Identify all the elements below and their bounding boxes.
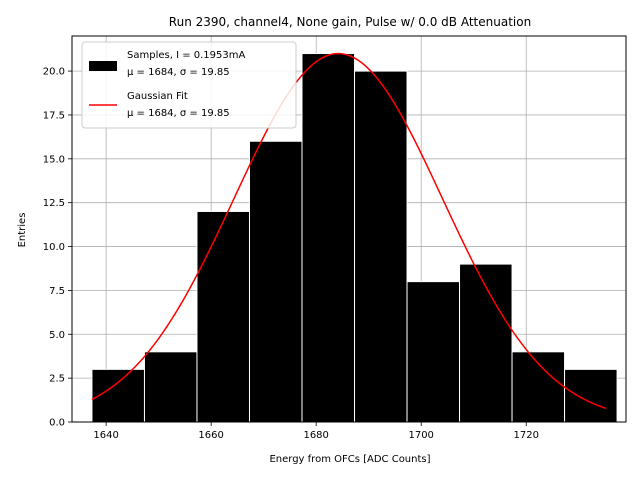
y-tick-label: 10.0 (43, 242, 65, 253)
y-tick-label: 17.5 (43, 110, 65, 121)
histogram-bar (564, 368, 618, 423)
y-tick-label: 2.5 (49, 374, 65, 385)
legend-fit-stats: μ = 1684, σ = 19.85 (127, 108, 230, 119)
legend-samples-stats: μ = 1684, σ = 19.85 (127, 67, 230, 78)
legend-fit-label: Gaussian Fit (127, 91, 188, 102)
plot-frame (71, 35, 627, 423)
y-axis-label: Entries (17, 213, 28, 248)
histogram-bar (354, 70, 408, 423)
histogram-bar (511, 351, 566, 423)
x-tick-label: 1660 (198, 430, 223, 441)
x-tick-label: 1680 (303, 430, 328, 441)
histogram-bar (301, 53, 356, 423)
chart-title: Run 2390, channel4, None gain, Pulse w/ … (169, 15, 531, 29)
y-tick-label: 7.5 (49, 286, 65, 297)
y-tick-label: 12.5 (43, 198, 65, 209)
x-axis-label: Energy from OFCs [ADC Counts] (269, 454, 430, 465)
histogram-bar (406, 281, 461, 423)
y-axis-ticks: 0.0 2.5 5.0 7.5 10.0 12.5 15.0 17.5 20.0 (43, 67, 72, 429)
x-tick-label: 1700 (408, 430, 433, 441)
histogram-bars (91, 53, 618, 423)
legend-frame (81, 41, 297, 129)
legend-samples-swatch (89, 61, 117, 71)
gaussian-fit-curve (91, 52, 607, 410)
legend: Samples, I = 0.1953mA μ = 1684, σ = 19.8… (81, 41, 297, 129)
y-tick-label: 20.0 (43, 67, 65, 78)
x-axis-ticks: 1640 1660 1680 1700 1720 (93, 422, 539, 441)
y-tick-label: 15.0 (43, 154, 65, 165)
histogram-bar (248, 140, 303, 423)
legend-samples-label: Samples, I = 0.1953mA (127, 50, 245, 61)
histogram-bar (459, 263, 513, 423)
x-tick-label: 1720 (514, 430, 539, 441)
histogram-bar (143, 351, 198, 423)
histogram-bar (196, 210, 250, 423)
x-tick-label: 1640 (93, 430, 118, 441)
y-tick-label: 5.0 (49, 330, 65, 341)
y-tick-label: 0.0 (49, 418, 65, 429)
